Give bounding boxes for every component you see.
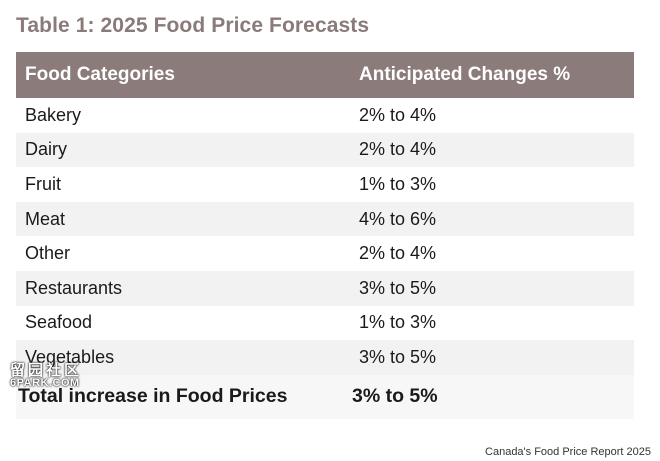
source-caption: Canada's Food Price Report 2025 (485, 446, 651, 458)
change-cell: 3% to 5% (359, 277, 437, 298)
category-cell: Meat (25, 208, 66, 229)
change-cell: 1% to 3% (359, 312, 437, 333)
table-header-row: Food Categories Anticipated Changes % (16, 52, 634, 98)
table-row: Dairy 2% to 4% (16, 132, 634, 168)
table-row: Fruit 1% to 3% (16, 167, 634, 202)
table-title: Table 1: 2025 Food Price Forecasts (16, 14, 370, 37)
category-cell: Seafood (25, 312, 93, 333)
table-row: Other 2% to 4% (16, 236, 634, 271)
change-cell: 2% to 4% (359, 243, 437, 264)
category-cell: Vegetables (25, 346, 115, 367)
total-value: 3% to 5% (352, 385, 438, 408)
column-header-changes: Anticipated Changes % (359, 64, 571, 85)
total-row: Total increase in Food Prices 3% to 5% (16, 374, 634, 419)
category-cell: Restaurants (25, 277, 123, 298)
category-cell: Bakery (25, 104, 82, 125)
category-cell: Dairy (25, 139, 68, 160)
table-row: Seafood 1% to 3% (16, 306, 634, 341)
table-row: Restaurants 3% to 5% (16, 270, 634, 306)
category-cell: Fruit (25, 173, 61, 194)
table-row: Vegetables 3% to 5% (16, 340, 634, 375)
table-row: Bakery 2% to 4% (16, 98, 634, 133)
table-row: Meat 4% to 6% (16, 201, 634, 237)
site-watermark: 留园社区 6PARK.COM (10, 363, 100, 393)
watermark-site: 6PARK.COM (10, 377, 80, 389)
total-label: Total increase in Food Prices (18, 385, 288, 408)
change-cell: 2% to 4% (359, 104, 437, 125)
food-price-table: Food Categories Anticipated Changes % Ba… (16, 52, 634, 419)
change-cell: 4% to 6% (359, 208, 437, 229)
change-cell: 1% to 3% (359, 173, 437, 194)
watermark-logo: 留园社区 (10, 362, 83, 379)
category-cell: Other (25, 243, 71, 264)
change-cell: 2% to 4% (359, 139, 437, 160)
column-header-categories: Food Categories (25, 64, 175, 85)
change-cell: 3% to 5% (359, 346, 437, 367)
